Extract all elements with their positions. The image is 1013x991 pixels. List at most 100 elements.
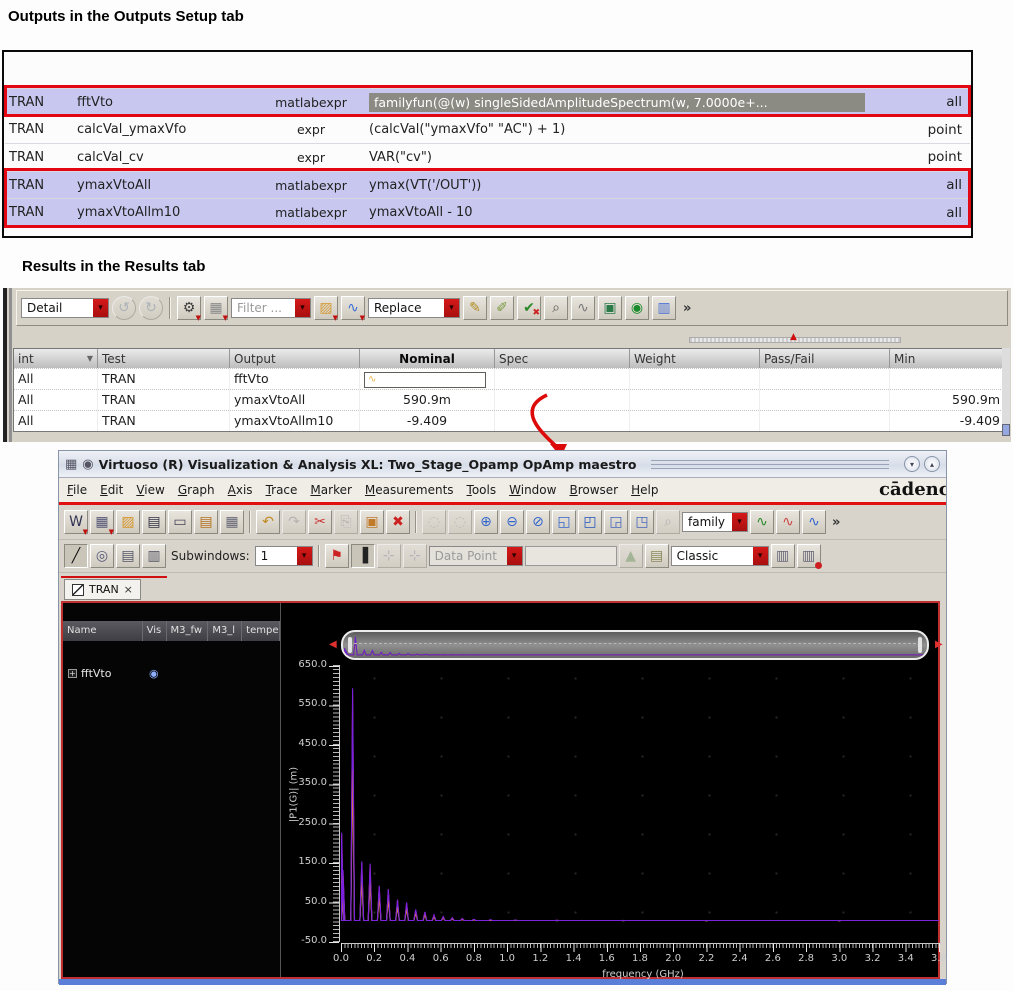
print-button[interactable]: ▭ xyxy=(168,510,192,534)
menu-window[interactable]: Window xyxy=(509,483,557,497)
selected-expression-cell[interactable]: familyfun(@(w) singleSidedAmplitudeSpect… xyxy=(369,92,865,112)
settings-gear-button[interactable]: ⚙ ▼ xyxy=(177,296,201,322)
appearance-combo[interactable]: Classic ▾ xyxy=(670,546,769,566)
zoom-in-button[interactable]: ⊕ xyxy=(474,510,498,534)
filter-input[interactable]: Filter ... ▾ xyxy=(231,298,311,318)
datapoint-combo[interactable]: Data Point ▾ xyxy=(428,546,523,566)
zoom-sel-button[interactable]: ◳ xyxy=(630,510,654,534)
notes-button[interactable]: ▤ xyxy=(644,544,669,568)
results-row[interactable]: All TRAN ymaxVtoAllm10 -9.409 -9.409 xyxy=(14,410,1007,431)
column-slider-track[interactable] xyxy=(689,337,901,343)
spectrum-plot-area[interactable] xyxy=(340,659,941,945)
delete-button[interactable]: ✖ xyxy=(386,510,410,534)
column-header-passfail[interactable]: Pass/Fail xyxy=(760,349,890,368)
column-header-test[interactable]: Test xyxy=(98,349,230,368)
column-header-spec[interactable]: Spec xyxy=(495,349,630,368)
output-row[interactable]: TRAN fftVto matlabexpr familyfun(@(w) singl… xyxy=(5,88,970,116)
plot-style-line-button[interactable]: ∿ xyxy=(776,510,800,534)
mini-plot-button[interactable]: ∿ xyxy=(571,296,595,320)
edit-pencil-button[interactable]: ✎ xyxy=(463,296,487,320)
output-row[interactable]: TRAN calcVal_cv expr VAR("cv") point xyxy=(5,143,970,171)
replace-combo-arrow-icon[interactable]: ▾ xyxy=(444,299,459,317)
horizontal-split-button[interactable]: ▤ xyxy=(116,544,140,568)
find-magnifier-button[interactable]: ⌕ xyxy=(544,296,568,320)
menu-edit[interactable]: Edit xyxy=(100,483,124,497)
vtoolbar1-overflow[interactable]: » xyxy=(832,514,841,530)
window-shade-button[interactable]: ▾ xyxy=(904,456,920,472)
family-combo[interactable]: family ▾ xyxy=(682,512,748,532)
settings-gear-button-dropdown-icon[interactable]: ▼ xyxy=(195,314,201,322)
appearance-combo-arrow-icon[interactable]: ▾ xyxy=(752,547,768,565)
zoom-out-button[interactable]: ⊖ xyxy=(500,510,524,534)
filter-input-arrow-icon[interactable]: ▾ xyxy=(295,299,310,317)
subwindows-combo[interactable]: 1 ▾ xyxy=(254,546,313,566)
sort-icon[interactable]: ▼ xyxy=(86,354,93,363)
fit-view-button[interactable]: ◱ xyxy=(552,510,576,534)
column-slider-marker[interactable]: ▲ xyxy=(790,332,797,342)
new-window-button-dropdown-icon[interactable]: ▼ xyxy=(82,528,88,536)
zoom-prev-button[interactable]: ◲ xyxy=(604,510,628,534)
family-combo-arrow-icon[interactable]: ▾ xyxy=(732,513,747,531)
results-row[interactable]: All TRAN fftVto ∿ xyxy=(14,368,1007,389)
save-appearance-button[interactable]: ▥ xyxy=(770,544,795,568)
output-row[interactable]: TRAN ymaxVtoAll matlabexpr ymax(VT('/OUT'))… xyxy=(5,170,970,199)
navigator-left-arrow[interactable]: ◀ xyxy=(329,639,337,650)
plot-style-mixed-button[interactable]: ∿ xyxy=(802,510,826,534)
menu-graph[interactable]: Graph xyxy=(177,483,215,497)
menu-measurements[interactable]: Measurements xyxy=(364,483,454,497)
vertical-split-button[interactable]: ▥ xyxy=(142,544,166,568)
menu-help[interactable]: Help xyxy=(631,483,659,497)
new-subwindow-button-dropdown-icon[interactable]: ▼ xyxy=(108,528,114,536)
tab-tran[interactable]: TRAN × xyxy=(64,579,141,600)
navigator-right-arrow[interactable]: ▶ xyxy=(935,639,943,650)
results-row[interactable]: All TRAN ymaxVtoAll 590.9m 590.9m xyxy=(14,389,1007,410)
menu-tools[interactable]: Tools xyxy=(466,483,497,497)
monitor-button[interactable]: ▣ xyxy=(598,296,622,320)
cut-button[interactable]: ✂ xyxy=(308,510,332,534)
results-scroll-thumb[interactable] xyxy=(1002,424,1010,436)
navigator-handle-left[interactable] xyxy=(348,637,352,653)
menu-marker[interactable]: Marker xyxy=(310,483,352,497)
new-subwindow-button[interactable]: ▦ ▼ xyxy=(90,510,114,536)
detail-combo-arrow-icon[interactable]: ▾ xyxy=(93,299,108,317)
plot-graph-button-dropdown-icon[interactable]: ▼ xyxy=(359,314,365,322)
zoom-x-button[interactable]: ⊘ xyxy=(526,510,550,534)
vertical-marker-button[interactable]: ▐ xyxy=(350,544,375,568)
save-button[interactable]: ▤ xyxy=(142,510,166,534)
add-folder-button[interactable]: ▨ ▼ xyxy=(314,296,338,322)
report-button[interactable]: ▦ xyxy=(220,510,244,534)
window-roll-button[interactable]: ▴ xyxy=(924,456,940,472)
menu-file[interactable]: File xyxy=(67,483,88,497)
column-header-int[interactable]: int ▼ xyxy=(14,349,98,368)
marker-value-field[interactable] xyxy=(524,546,617,566)
column-header-min[interactable]: Min xyxy=(890,349,1005,368)
delete-appearance-button[interactable]: ▥ xyxy=(796,544,822,569)
paste-button[interactable]: ▣ xyxy=(360,510,384,534)
menu-view[interactable]: View xyxy=(136,483,165,497)
menu-axis[interactable]: Axis xyxy=(227,483,253,497)
menu-trace[interactable]: Trace xyxy=(265,483,298,497)
navigator-strip[interactable] xyxy=(341,630,929,660)
menu-browser[interactable]: Browser xyxy=(569,483,619,497)
plot-thumbnail-button[interactable]: ∿ xyxy=(364,372,486,388)
results-toolbar-overflow[interactable]: » xyxy=(683,300,692,316)
column-header-weight[interactable]: Weight xyxy=(630,349,760,368)
probe-wand-button[interactable]: ╱ xyxy=(64,544,88,568)
subwindows-combo-arrow-icon[interactable]: ▾ xyxy=(296,547,312,565)
new-window-button[interactable]: W ▼ xyxy=(64,510,88,536)
navigator-handle-right[interactable] xyxy=(918,637,922,653)
check-fail-button[interactable]: ✔ ✖ xyxy=(517,296,541,320)
virtuoso-titlebar[interactable]: ▦ ◉ Virtuoso (R) Visualization & Analysi… xyxy=(59,451,946,478)
clipboard-w-button[interactable]: ▤ xyxy=(194,510,218,534)
trace-row-fftvto[interactable]: + fftVto ◉ xyxy=(63,665,280,681)
expand-icon[interactable]: + xyxy=(68,668,77,678)
zoom-box-button[interactable]: ◰ xyxy=(578,510,602,534)
replace-combo[interactable]: Replace ▾ xyxy=(368,298,460,318)
add-folder-button-dropdown-icon[interactable]: ▼ xyxy=(332,314,338,322)
column-header-nominal[interactable]: Nominal xyxy=(360,349,495,368)
flag-marker-button[interactable]: ⚑ xyxy=(324,544,349,568)
datapoint-combo-arrow-icon[interactable]: ▾ xyxy=(506,547,522,565)
tab-close-icon[interactable]: × xyxy=(123,583,133,596)
results-scrollbar[interactable] xyxy=(1002,348,1010,436)
plot-style-scatter-button[interactable]: ∿ xyxy=(750,510,774,534)
